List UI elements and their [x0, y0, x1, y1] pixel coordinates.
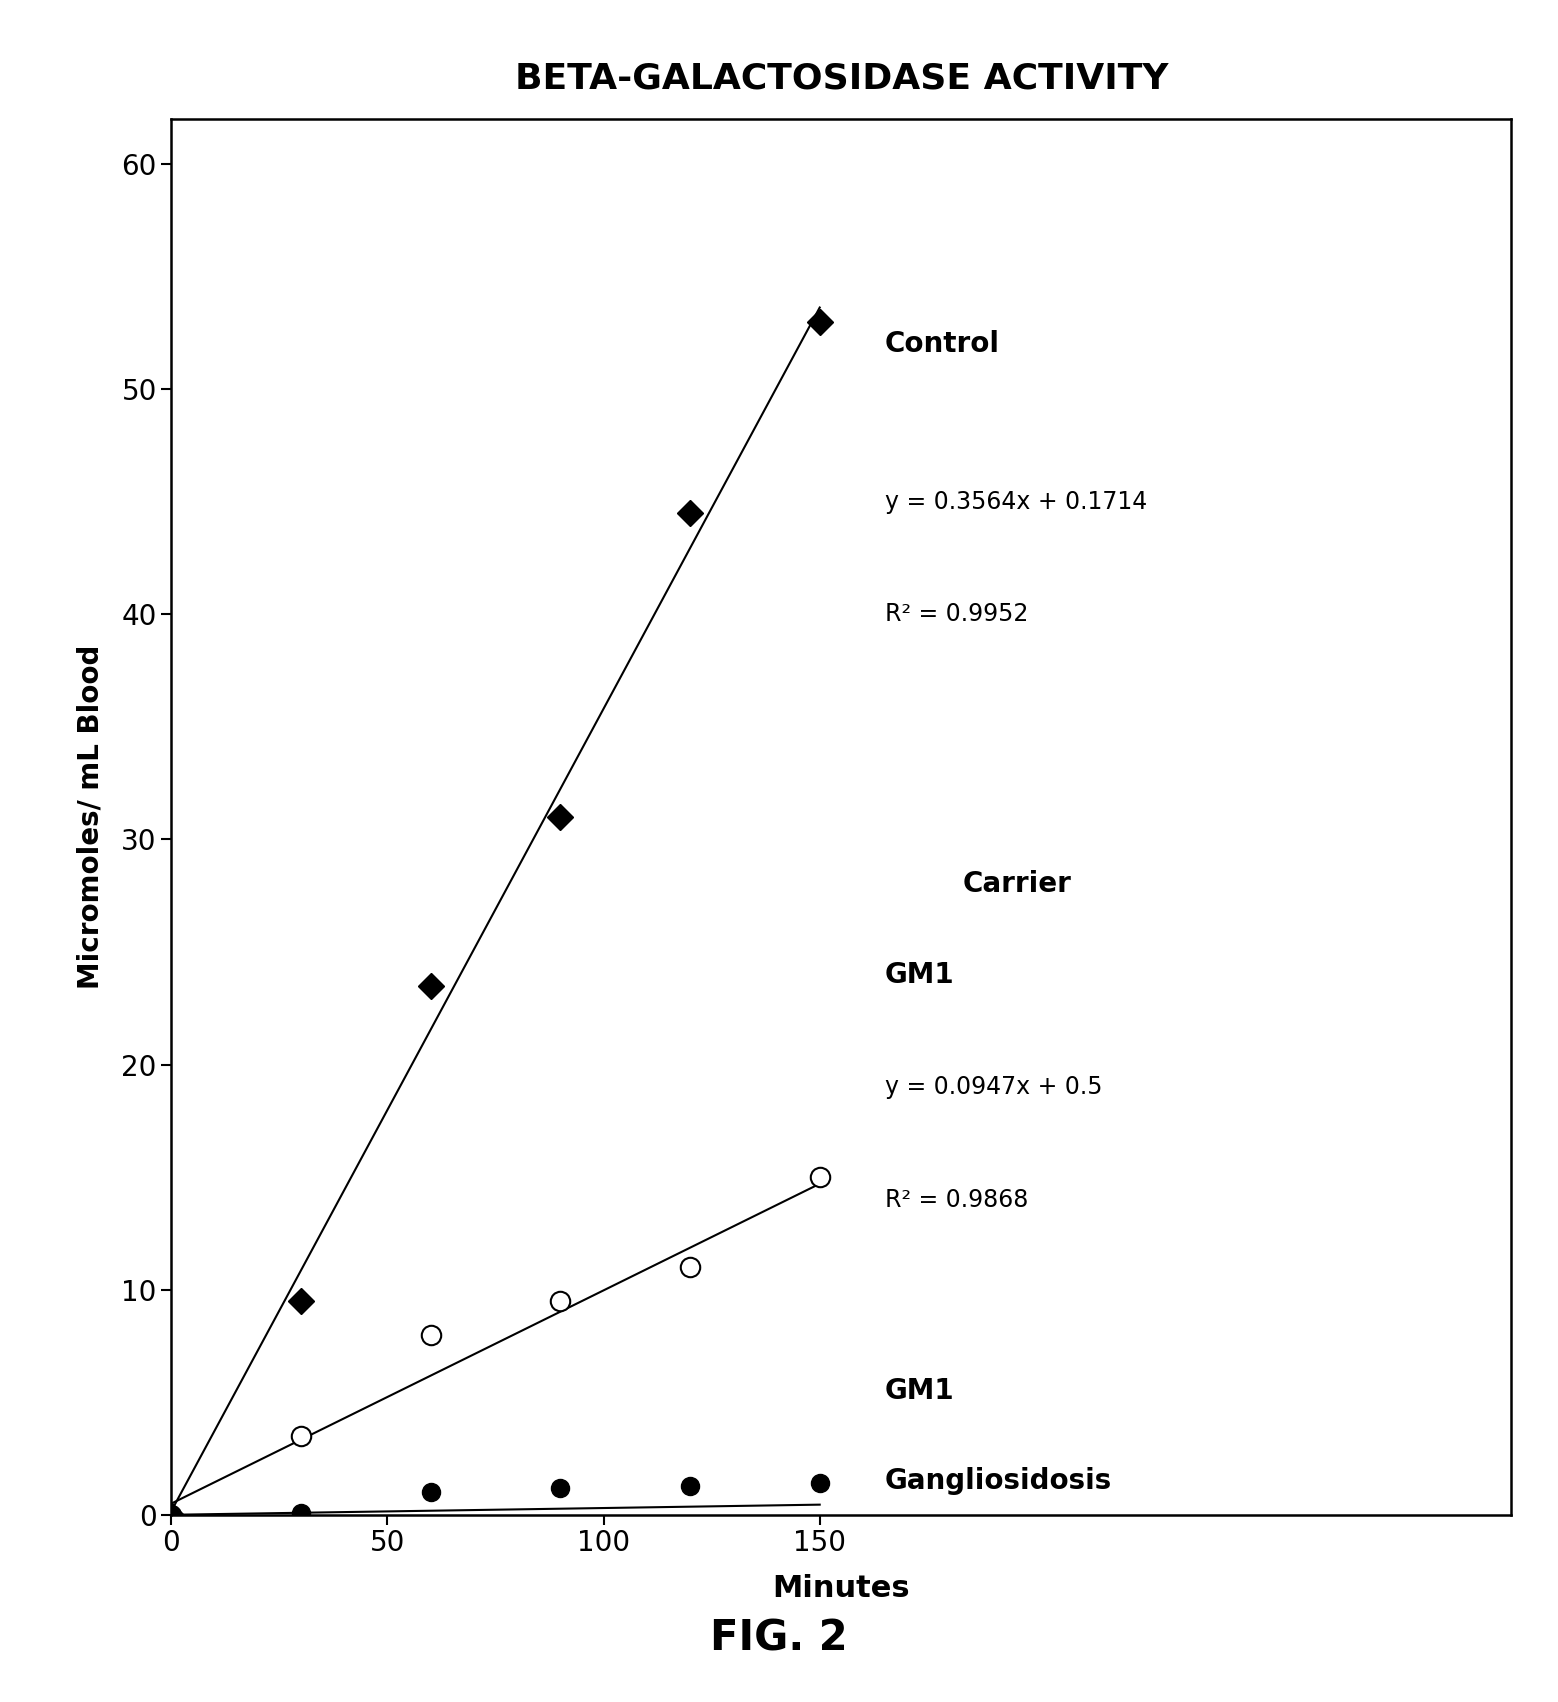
Text: y = 0.3564x + 0.1714: y = 0.3564x + 0.1714 [885, 490, 1147, 514]
Text: y = 0.0947x + 0.5: y = 0.0947x + 0.5 [885, 1076, 1102, 1099]
Text: Control: Control [885, 330, 1000, 357]
Text: Gangliosidosis: Gangliosidosis [885, 1467, 1112, 1494]
Text: R² = 0.9952: R² = 0.9952 [885, 603, 1028, 626]
X-axis label: Minutes: Minutes [773, 1574, 910, 1603]
Text: R² = 0.9868: R² = 0.9868 [885, 1188, 1028, 1212]
Text: Carrier: Carrier [963, 870, 1072, 899]
Y-axis label: Micromoles/ mL Blood: Micromoles/ mL Blood [76, 645, 104, 989]
Text: GM1: GM1 [885, 1377, 953, 1404]
Text: GM1: GM1 [885, 960, 953, 989]
Text: FIG. 2: FIG. 2 [710, 1619, 848, 1659]
Title: BETA-GALACTOSIDASE ACTIVITY: BETA-GALACTOSIDASE ACTIVITY [514, 61, 1168, 95]
